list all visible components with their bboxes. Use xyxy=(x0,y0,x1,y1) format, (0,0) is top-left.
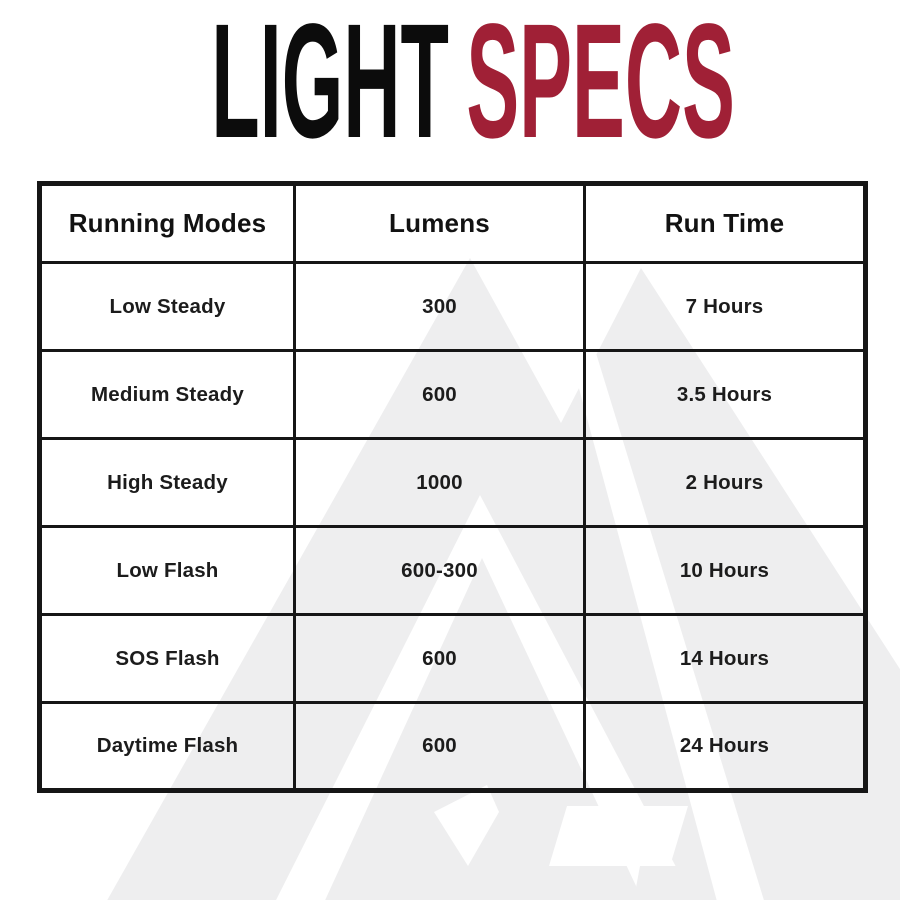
cell-running-mode: Low Flash xyxy=(38,525,296,616)
cell-run-time: 7 Hours xyxy=(583,261,867,352)
cell-lumens: 600-300 xyxy=(293,525,586,616)
cell-lumens: 600 xyxy=(293,701,586,792)
table-row: High Steady 1000 2 Hours xyxy=(38,437,867,528)
cell-running-mode: Medium Steady xyxy=(38,349,296,440)
column-header-running-modes: Running Modes xyxy=(38,182,296,264)
specs-table: Running Modes Lumens Run Time Low Steady… xyxy=(37,181,868,793)
cell-run-time: 2 Hours xyxy=(583,437,867,528)
cell-lumens: 1000 xyxy=(293,437,586,528)
page-title: LIGHT SPECS xyxy=(211,0,735,162)
table-row: Daytime Flash 600 24 Hours xyxy=(38,701,867,792)
cell-lumens: 300 xyxy=(293,261,586,352)
title-word-light: LIGHT xyxy=(211,0,449,172)
table-row: Low Flash 600-300 10 Hours xyxy=(38,525,867,616)
cell-running-mode: Low Steady xyxy=(38,261,296,352)
table-row: Low Steady 300 7 Hours xyxy=(38,261,867,352)
table-row: SOS Flash 600 14 Hours xyxy=(38,613,867,704)
cell-running-mode: SOS Flash xyxy=(38,613,296,704)
title-word-specs: SPECS xyxy=(466,0,735,172)
cell-running-mode: High Steady xyxy=(38,437,296,528)
cell-run-time: 24 Hours xyxy=(583,701,867,792)
column-header-lumens: Lumens xyxy=(293,182,586,264)
cell-lumens: 600 xyxy=(293,349,586,440)
cell-run-time: 3.5 Hours xyxy=(583,349,867,440)
cell-run-time: 10 Hours xyxy=(583,525,867,616)
cell-run-time: 14 Hours xyxy=(583,613,867,704)
cell-lumens: 600 xyxy=(293,613,586,704)
column-header-run-time: Run Time xyxy=(583,182,867,264)
table-row: Medium Steady 600 3.5 Hours xyxy=(38,349,867,440)
header-row: Running Modes Lumens Run Time xyxy=(38,182,867,264)
cell-running-mode: Daytime Flash xyxy=(38,701,296,792)
